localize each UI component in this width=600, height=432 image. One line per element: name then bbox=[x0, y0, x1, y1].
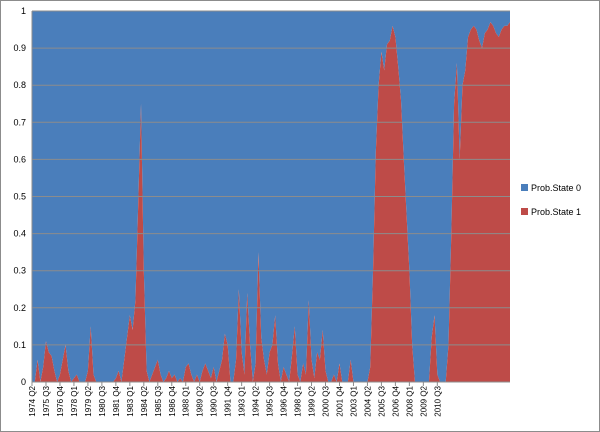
x-tick-label: 1974 Q2 bbox=[28, 385, 37, 416]
x-tick-label: 1979 Q2 bbox=[84, 385, 93, 416]
y-tick-label: 0.9 bbox=[13, 43, 26, 53]
x-tick-label: 2008 Q1 bbox=[405, 385, 414, 416]
series-state1-area bbox=[32, 22, 510, 382]
x-tick-label: 2003 Q1 bbox=[349, 385, 358, 416]
x-tick-label: 1995 Q3 bbox=[266, 385, 275, 416]
legend-label-state1: Prob.State 1 bbox=[531, 207, 581, 217]
y-tick-label: 0.6 bbox=[13, 154, 26, 164]
x-tick-label: 1978 Q1 bbox=[70, 385, 79, 416]
x-tick-label: 1988 Q1 bbox=[182, 385, 191, 416]
x-tick-label: 1976 Q4 bbox=[56, 385, 65, 416]
legend-label-state0: Prob.State 0 bbox=[531, 183, 581, 193]
x-tick-label: 2005 Q3 bbox=[377, 385, 386, 416]
y-tick-label: 0.7 bbox=[13, 117, 26, 127]
x-tick-label: 1994 Q2 bbox=[252, 385, 261, 416]
x-tick-label: 1980 Q3 bbox=[98, 385, 107, 416]
x-tick-label: 1989 Q2 bbox=[196, 385, 205, 416]
y-tick-label: 0.8 bbox=[13, 80, 26, 90]
x-tick-label: 1985 Q3 bbox=[154, 385, 163, 416]
legend-swatch-state1 bbox=[521, 208, 528, 215]
x-tick-label: 1998 Q1 bbox=[294, 385, 303, 416]
x-tick-label: 1975 Q3 bbox=[42, 385, 51, 416]
x-tick-label: 1991 Q4 bbox=[224, 385, 233, 416]
legend-swatch-state0 bbox=[521, 184, 528, 191]
x-tick-label: 2006 Q4 bbox=[391, 385, 400, 416]
x-tick-label: 2000 Q3 bbox=[322, 385, 331, 416]
x-tick-label: 1981 Q4 bbox=[112, 385, 121, 416]
y-tick-label: 0.2 bbox=[13, 303, 26, 313]
x-tick-label: 1999 Q2 bbox=[308, 385, 317, 416]
y-tick-label: 0 bbox=[21, 377, 26, 387]
x-tick-label: 1990 Q3 bbox=[210, 385, 219, 416]
x-tick-label: 2004 Q2 bbox=[363, 385, 372, 416]
x-tick-label: 2001 Q4 bbox=[335, 385, 344, 416]
x-tick-label: 1983 Q1 bbox=[126, 385, 135, 416]
x-tick-label: 1986 Q4 bbox=[168, 385, 177, 416]
x-tick-label: 2010 Q3 bbox=[433, 385, 442, 416]
y-tick-label: 0.5 bbox=[13, 192, 26, 202]
y-tick-label: 0.3 bbox=[13, 266, 26, 276]
x-tick-label: 1984 Q2 bbox=[140, 385, 149, 416]
x-tick-label: 1996 Q4 bbox=[280, 385, 289, 416]
y-tick-label: 1 bbox=[21, 6, 26, 16]
x-tick-label: 2009 Q2 bbox=[419, 385, 428, 416]
x-tick-label: 1993 Q1 bbox=[238, 385, 247, 416]
y-tick-label: 0.1 bbox=[13, 340, 26, 350]
y-tick-label: 0.4 bbox=[13, 229, 26, 239]
